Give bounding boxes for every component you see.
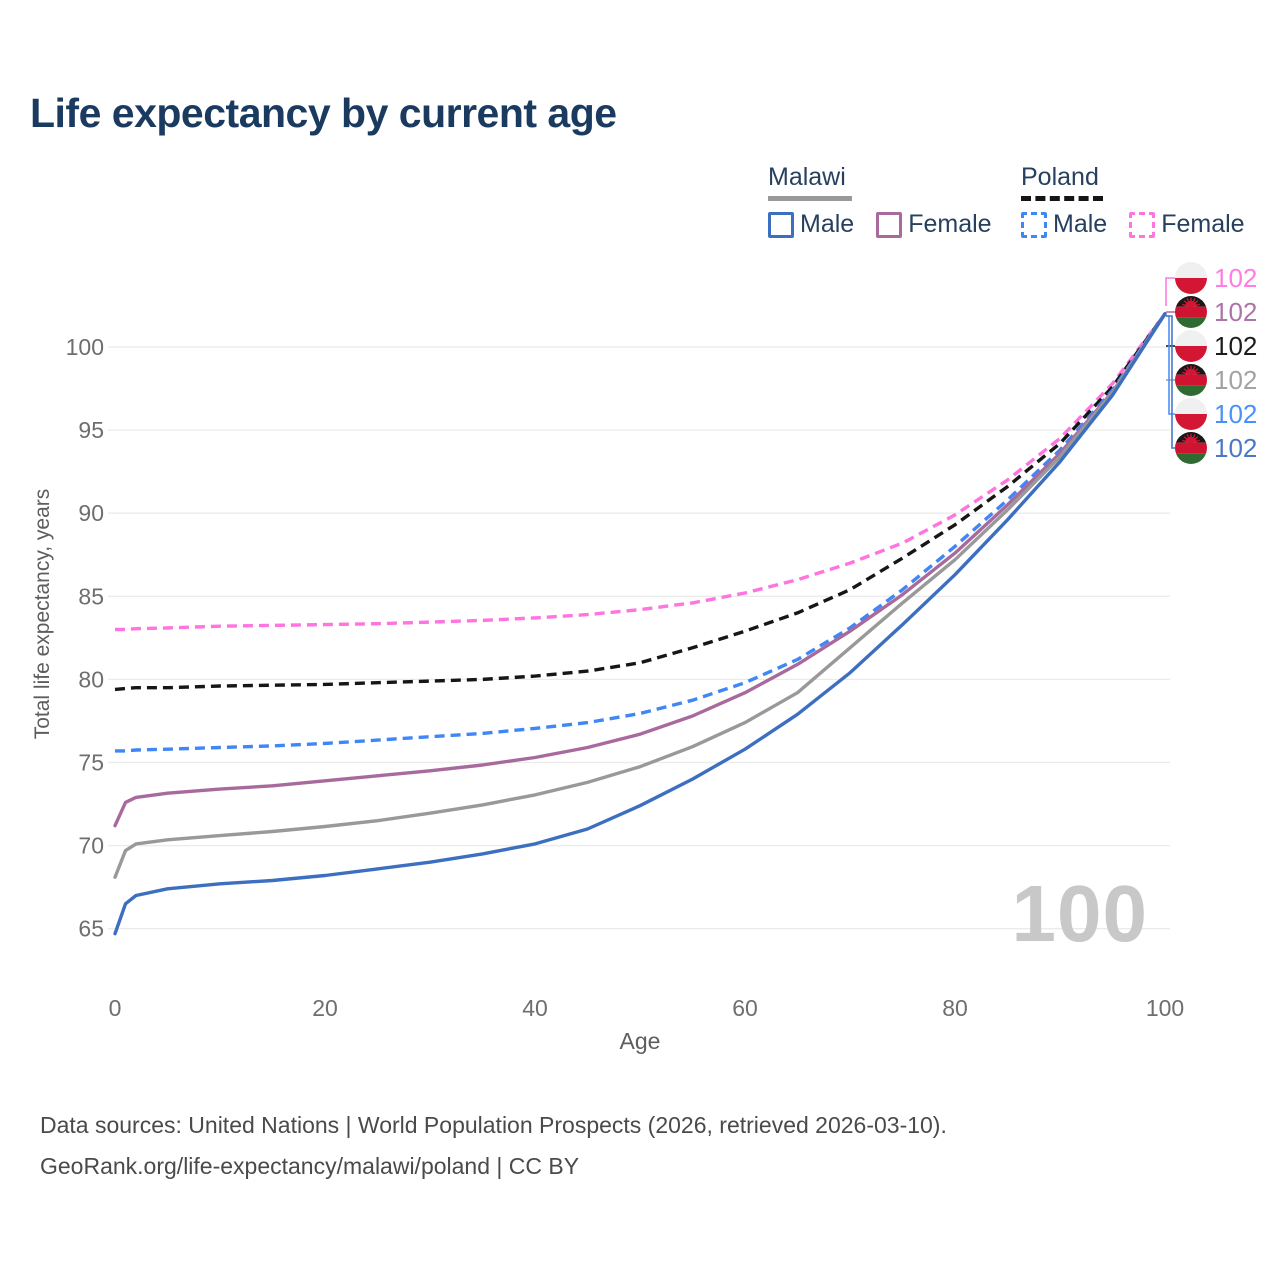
legend-country-label: Malawi [768,163,846,191]
y-tick-70: 70 [78,833,104,859]
legend-group-malawi: Malawi Male Female [768,163,992,239]
poland-flag-icon [1175,262,1207,294]
end-label-value: 102 [1214,398,1258,429]
legend-checkbox-malawi-female[interactable] [876,211,903,238]
end-label-value: 102 [1214,296,1258,327]
series-line-poland-female[interactable] [115,312,1167,632]
legend-item-malawi-male[interactable]: Male [768,210,854,239]
end-label-poland-male: 102 [1175,398,1257,430]
y-tick-90: 90 [78,500,104,526]
legend-checkbox-malawi-male[interactable] [768,211,794,238]
age-watermark: 100 [1011,869,1148,958]
footer-sources: Data sources: United Nations | World Pop… [40,1112,947,1138]
x-tick-40: 40 [522,995,548,1021]
legend-item-label: Male [800,210,855,238]
end-label-malawi: 102 [1175,364,1257,396]
poland-flag-icon [1175,330,1207,362]
end-label-poland-female: 102 [1175,262,1257,294]
legend-country-label: Poland [1021,163,1099,191]
legend-item-label: Female [1161,210,1245,238]
legend-checkbox-poland-male[interactable] [1021,211,1047,238]
page-title: Life expectancy by current age [30,90,617,136]
leader-line-poland-male [1166,315,1175,415]
legend-item-label: Male [1053,210,1108,238]
end-label-malawi-female: 102 [1175,296,1257,328]
y-axis-title: Total life expectancy, years [31,488,54,740]
footer: Data sources: United Nations | World Pop… [40,1105,947,1187]
legend-checkbox-poland-female[interactable] [1129,211,1156,238]
y-tick-85: 85 [78,583,104,609]
malawi-flag-icon [1175,432,1207,464]
end-label-value: 102 [1214,432,1258,463]
legend-item-label: Female [908,210,992,238]
y-tick-95: 95 [78,417,104,443]
x-tick-20: 20 [312,995,338,1021]
legend-group-poland: Poland Male Female [1021,163,1245,239]
x-tick-100: 100 [1146,995,1184,1021]
malawi-flag-icon [1175,296,1207,328]
series-line-malawi-male[interactable] [113,312,1167,936]
end-label-value: 102 [1214,262,1258,293]
y-tick-65: 65 [78,916,104,942]
legend-items-malawi: Male Female [768,210,992,239]
end-label-value: 102 [1214,364,1258,395]
malawi-line-style-sample [768,196,852,201]
end-label-value: 102 [1214,330,1258,361]
y-tick-80: 80 [78,666,104,692]
series-line-malawi-female[interactable] [113,312,1167,828]
y-tick-100: 100 [66,334,104,360]
poland-line-style-sample [1021,196,1103,201]
end-label-poland: 102 [1175,330,1257,362]
x-tick-80: 80 [942,995,968,1021]
y-tick-75: 75 [78,750,104,776]
x-tick-0: 0 [109,995,122,1021]
malawi-flag-icon [1175,364,1207,396]
legend-country-poland[interactable]: Poland [1021,163,1245,201]
leader-line-malawi-male [1166,315,1175,449]
series-line-malawi[interactable] [113,312,1167,879]
legend-items-poland: Male Female [1021,210,1245,239]
footer-attribution: GeoRank.org/life-expectancy/malawi/polan… [40,1153,580,1179]
legend-item-malawi-female[interactable]: Female [876,210,992,239]
leader-line-poland-female [1165,277,1175,306]
x-tick-60: 60 [732,995,758,1021]
poland-flag-icon [1175,398,1207,430]
series-line-poland-male[interactable] [115,312,1167,753]
legend-country-malawi[interactable]: Malawi [768,163,992,201]
x-axis-title: Age [619,1028,661,1054]
legend-item-poland-female[interactable]: Female [1129,210,1245,239]
legend-item-poland-male[interactable]: Male [1021,210,1107,239]
end-label-malawi-male: 102 [1175,432,1257,464]
series-line-poland[interactable] [114,312,1167,692]
